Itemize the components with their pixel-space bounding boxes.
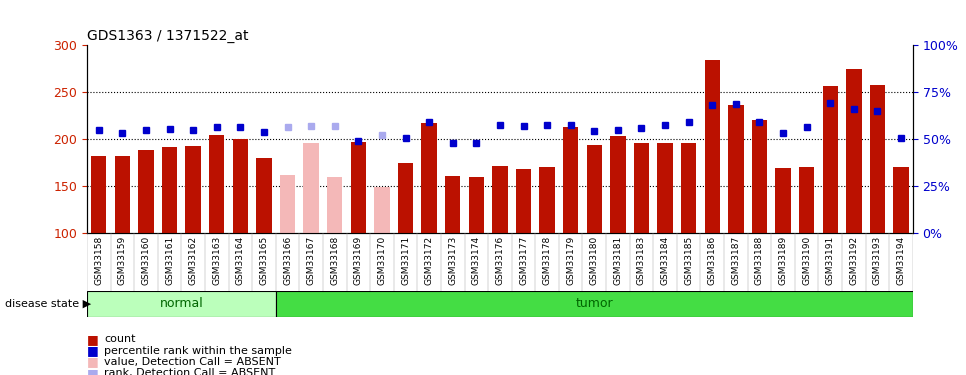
Text: ■: ■ [87, 356, 99, 368]
Bar [704, 60, 720, 232]
Bar [185, 146, 201, 232]
Text: GSM33188: GSM33188 [755, 236, 764, 285]
Text: GSM33167: GSM33167 [306, 236, 316, 285]
Bar [658, 142, 672, 232]
Bar [398, 163, 413, 232]
Text: GSM33185: GSM33185 [684, 236, 694, 285]
Text: ■: ■ [87, 367, 99, 375]
Text: GSM33169: GSM33169 [354, 236, 363, 285]
Text: GSM33161: GSM33161 [165, 236, 174, 285]
Bar [91, 156, 106, 232]
Text: GSM33164: GSM33164 [236, 236, 244, 285]
Text: GSM33177: GSM33177 [519, 236, 528, 285]
Text: GSM33171: GSM33171 [401, 236, 410, 285]
Bar [799, 167, 814, 232]
Bar [869, 86, 885, 232]
Bar [752, 120, 767, 232]
Bar [894, 167, 909, 232]
Bar [611, 136, 626, 232]
Text: percentile rank within the sample: percentile rank within the sample [104, 346, 292, 355]
Bar [327, 177, 342, 232]
Bar [776, 168, 791, 232]
Text: GSM33190: GSM33190 [802, 236, 811, 285]
Bar [275, 291, 913, 317]
Text: GSM33172: GSM33172 [425, 236, 434, 285]
Bar [634, 142, 649, 232]
Bar [846, 69, 862, 232]
Text: GSM33166: GSM33166 [283, 236, 292, 285]
Bar [493, 166, 507, 232]
Text: GSM33180: GSM33180 [590, 236, 599, 285]
Bar [586, 146, 602, 232]
Text: GSM33191: GSM33191 [826, 236, 835, 285]
Text: GSM33187: GSM33187 [731, 236, 740, 285]
Bar [138, 150, 154, 232]
Bar [87, 291, 275, 317]
Bar [162, 147, 177, 232]
Text: GSM33194: GSM33194 [896, 236, 905, 285]
Text: GSM33174: GSM33174 [471, 236, 481, 285]
Text: GSM33159: GSM33159 [118, 236, 127, 285]
Text: rank, Detection Call = ABSENT: rank, Detection Call = ABSENT [104, 368, 275, 375]
Text: GSM33165: GSM33165 [260, 236, 269, 285]
Text: GSM33184: GSM33184 [661, 236, 669, 285]
Text: GSM33178: GSM33178 [543, 236, 552, 285]
Text: tumor: tumor [576, 297, 613, 310]
Bar [563, 127, 579, 232]
Text: value, Detection Call = ABSENT: value, Detection Call = ABSENT [104, 357, 281, 367]
Text: ■: ■ [87, 344, 99, 357]
Bar [209, 135, 224, 232]
Text: GSM33168: GSM33168 [330, 236, 339, 285]
Text: GSM33170: GSM33170 [378, 236, 386, 285]
Bar [516, 169, 531, 232]
Text: GSM33193: GSM33193 [873, 236, 882, 285]
Text: GSM33163: GSM33163 [213, 236, 221, 285]
Bar [374, 187, 389, 232]
Bar [728, 105, 744, 232]
Bar [351, 142, 366, 232]
Text: count: count [104, 334, 136, 344]
Text: GSM33183: GSM33183 [637, 236, 646, 285]
Bar [280, 176, 296, 232]
Text: GSM33192: GSM33192 [849, 236, 859, 285]
Bar [233, 139, 248, 232]
Text: GSM33179: GSM33179 [566, 236, 575, 285]
Text: normal: normal [159, 297, 203, 310]
Bar [421, 123, 437, 232]
Text: GSM33176: GSM33176 [496, 236, 504, 285]
Text: disease state ▶: disease state ▶ [5, 299, 91, 309]
Text: GSM33186: GSM33186 [708, 236, 717, 285]
Bar [445, 176, 461, 232]
Bar [115, 156, 130, 232]
Text: GSM33189: GSM33189 [779, 236, 787, 285]
Bar [539, 167, 554, 232]
Text: GSM33162: GSM33162 [188, 236, 198, 285]
Text: GDS1363 / 1371522_at: GDS1363 / 1371522_at [87, 28, 248, 43]
Text: ■: ■ [87, 333, 99, 346]
Bar [823, 86, 838, 232]
Bar [303, 142, 319, 232]
Text: GSM33181: GSM33181 [613, 236, 622, 285]
Bar [469, 177, 484, 232]
Bar [681, 142, 696, 232]
Text: GSM33160: GSM33160 [141, 236, 151, 285]
Text: GSM33173: GSM33173 [448, 236, 457, 285]
Bar [256, 158, 271, 232]
Text: GSM33158: GSM33158 [95, 236, 103, 285]
